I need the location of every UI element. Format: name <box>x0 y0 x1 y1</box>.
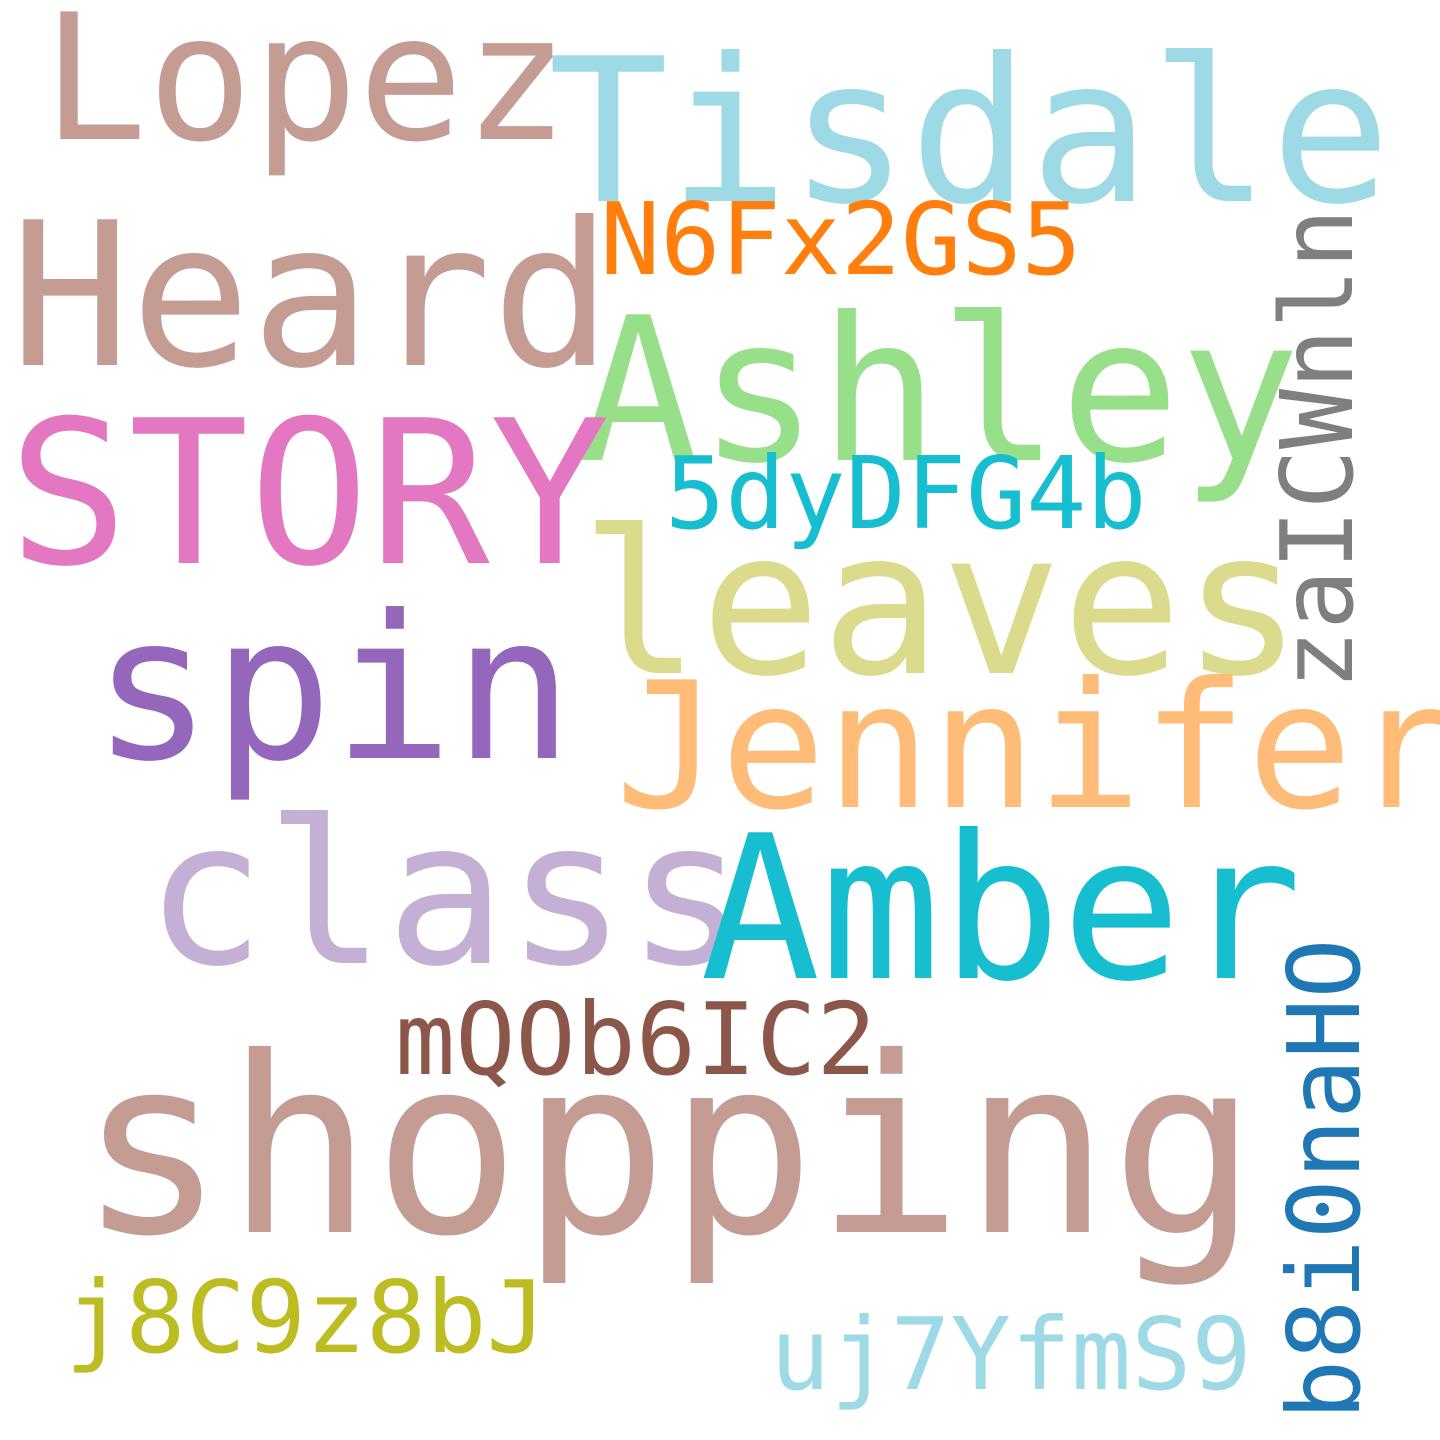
word-spin: spin <box>92 573 574 806</box>
word-j8c9z8bj: j8C9z8bJ <box>65 1259 547 1376</box>
word-amber: Amber <box>700 793 1303 1026</box>
word-jennifer: Jennifer <box>615 646 1440 849</box>
word-ashley: Ashley <box>578 275 1301 508</box>
word-b8i0naho: b8i0naHO <box>1266 938 1383 1420</box>
word-class: class <box>145 778 748 1011</box>
word-leaves: leaves <box>580 488 1303 721</box>
word-5dydfg4b: 5dyDFG4b <box>665 435 1147 552</box>
word-lopez: Lopez <box>42 0 569 181</box>
word-n6fx2gs5: N6Fx2GS5 <box>600 181 1082 298</box>
word-mqob6ic2: mQOb6IC2 <box>395 981 877 1098</box>
word-story: STORY <box>8 378 611 611</box>
word-uj7yfms9: uj7YfmS9 <box>770 1296 1252 1413</box>
word-shopping: shopping <box>78 1005 1259 1290</box>
word-tisdale: Tisdale <box>548 16 1391 249</box>
word-heard: Heard <box>10 180 613 413</box>
